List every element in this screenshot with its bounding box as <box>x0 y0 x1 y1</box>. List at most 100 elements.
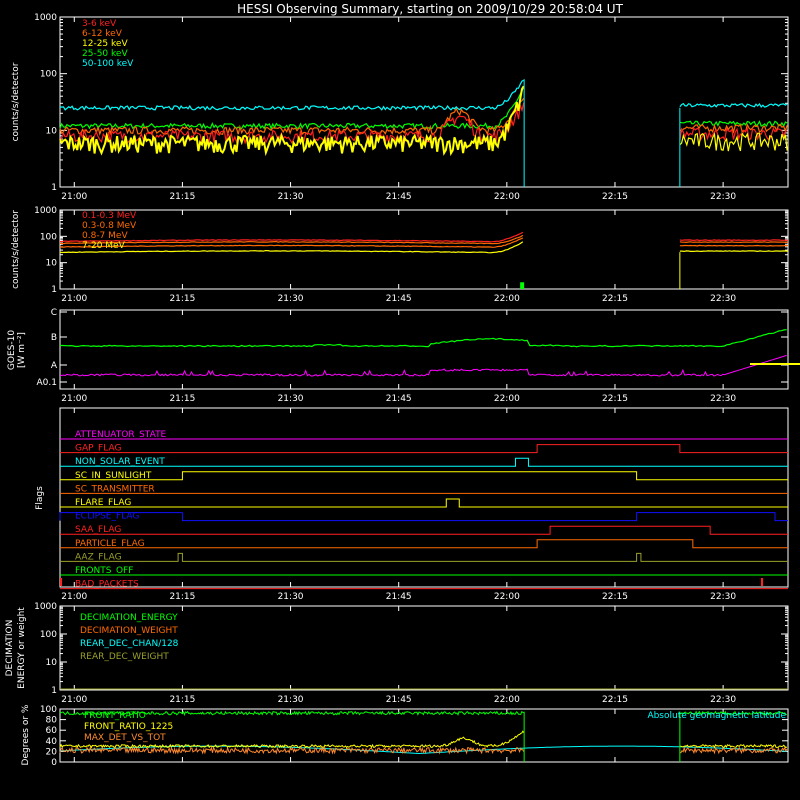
panel-goes: 21:00 21:15 21:30 21:45 22:00 22:15 22:30 A0.1 A… <box>7 308 800 404</box>
series-line-goes-long <box>60 329 787 348</box>
series-line-highe-1 <box>679 241 789 244</box>
x-tick-label-decim: 22:15 <box>602 695 628 705</box>
legend-entry-lowe: 12-25 keV <box>82 39 128 49</box>
x-tick-label-decim: 22:00 <box>494 695 520 705</box>
series-line-lowe-1 <box>679 122 788 135</box>
flag-label-sc-in-sunlight: SC_IN_SUNLIGHT <box>75 471 152 481</box>
x-tick-label-goes: 21:30 <box>278 394 304 404</box>
flag-label-particle-flag: PARTICLE_FLAG <box>75 539 145 549</box>
flag-line-particle-flag <box>60 539 788 549</box>
flag-line-gap-flag <box>60 444 788 454</box>
x-tick-label-goes: 22:15 <box>602 394 628 404</box>
series-line-highe-2 <box>679 244 789 247</box>
legend-entry-ratio: FRONT_RATIO <box>84 711 146 721</box>
flag-label-aaz-flag: AAZ_FLAG <box>75 552 122 562</box>
x-tick-label-highe: 21:00 <box>61 294 87 304</box>
flag-label-non-solar-event: NON_SOLAR_EVENT <box>75 457 165 467</box>
legend-entry-highe: 7-20 MeV <box>82 241 126 251</box>
legend-entry-highe: 0.3-0.8 MeV <box>82 221 137 231</box>
legend-entry-highe: 0.1-0.3 MeV <box>82 211 137 221</box>
flag-label-bad-packets: BAD_PACKETS <box>75 580 139 590</box>
y-axis-label-ratio: Degrees or % <box>21 704 31 765</box>
x-tick-label-highe: 22:30 <box>710 294 736 304</box>
y-tick-label-ratio: 40 <box>46 737 58 747</box>
y-tick-label-decim: 10 <box>46 658 58 668</box>
panel-highe-frame <box>59 209 789 290</box>
y-tick-label-highe: 1 <box>51 285 57 295</box>
x-tick-label-decim: 21:30 <box>278 695 304 705</box>
y-tick-label-decim: 100 <box>40 630 57 640</box>
x-tick-label-goes: 22:30 <box>710 394 736 404</box>
panel-ratio-frame <box>59 708 789 763</box>
x-tick-label-highe: 22:15 <box>602 294 628 304</box>
series-line-lowe-2 <box>679 132 788 152</box>
series-line-highe-0 <box>679 239 789 242</box>
series-line-highe-2 <box>59 237 524 248</box>
y-axis-label-highe: counts/s/detector <box>11 210 21 289</box>
y-axis-label-goes: GOES-10 <box>7 330 17 370</box>
x-tick-label-lowe: 21:30 <box>278 192 304 202</box>
y-tick-label-lowe: 100 <box>40 70 57 80</box>
x-tick-label-flags: 21:30 <box>278 592 304 602</box>
x-tick-label-flags: 22:15 <box>602 592 628 602</box>
x-tick-label-decim: 21:45 <box>386 695 412 705</box>
flag-line-saa-flag <box>60 525 788 535</box>
legend-entry-decim: REAR_DEC_WEIGHT <box>80 652 169 662</box>
panel-flags: 21:00 21:15 21:30 21:45 22:00 22:15 22:30 Flags… <box>35 407 789 602</box>
y-tick-label-highe: 100 <box>40 232 57 242</box>
x-tick-label-lowe: 22:00 <box>494 192 520 202</box>
x-tick-label-highe: 21:15 <box>169 294 195 304</box>
panel-flags-frame <box>59 407 789 588</box>
x-tick-label-lowe: 22:15 <box>602 192 628 202</box>
panel-highe: 21:00 21:15 21:30 21:45 22:00 22:15 22:30 count… <box>11 206 789 304</box>
y-tick-label-highe: 1000 <box>34 206 57 216</box>
y-tick-label-decim: 1000 <box>34 602 57 612</box>
figure-title: HESSI Observing Summary, starting on 200… <box>237 2 623 16</box>
flag-label-saa-flag: SAA_FLAG <box>75 525 121 535</box>
y-axis-label-decim: DECIMATION <box>5 620 15 677</box>
series-line-ratio-0 <box>59 745 525 755</box>
x-tick-label-highe: 22:00 <box>494 294 520 304</box>
flag-line-eclipse-flag <box>59 512 788 522</box>
y-tick-label-decim: 1 <box>51 686 57 696</box>
y-tick-label-ratio: 100 <box>40 705 57 715</box>
y-tick-label-goes: A0.1 <box>37 378 57 388</box>
flag-label-flare-flag: FLARE_FLAG <box>75 498 131 508</box>
y-tick-label-lowe: 1000 <box>34 13 57 23</box>
flag-label-sc-transmitter: SC_TRANSMITTER <box>75 484 155 494</box>
x-tick-label-lowe: 21:15 <box>169 192 195 202</box>
x-tick-label-highe: 21:45 <box>386 294 412 304</box>
legend-entry-ratio: MAX_DET_VS_TOT <box>84 733 166 743</box>
x-tick-label-highe: 21:30 <box>278 294 304 304</box>
y-axis-label-flags: Flags <box>35 486 45 510</box>
flag-line-non-solar-event <box>60 457 788 467</box>
legend-entry-decim: DECIMATION_WEIGHT <box>80 626 178 636</box>
y-tick-label-ratio: 0 <box>51 758 57 768</box>
legend-entry-decim: DECIMATION_ENERGY <box>80 613 178 623</box>
x-tick-label-decim: 22:30 <box>710 695 736 705</box>
y-axis-label-goes-unit: [W m⁻²] <box>17 332 27 368</box>
x-tick-label-decim: 21:15 <box>169 695 195 705</box>
series-line-highe-3 <box>679 250 789 253</box>
legend-entry-lowe: 25-50 keV <box>82 49 128 59</box>
x-tick-label-flags: 22:30 <box>710 592 736 602</box>
y-tick-label-goes: A <box>51 361 58 371</box>
legend-entry-lowe: 50-100 keV <box>82 59 134 69</box>
series-line-ratio-2 <box>679 710 787 716</box>
x-tick-label-lowe: 21:00 <box>61 192 87 202</box>
legend-entry-ratio: Absolute geomagnetic latitude <box>647 711 786 721</box>
series-line-ratio-1 <box>59 730 525 749</box>
green-bar-mark <box>520 282 525 289</box>
x-tick-label-goes: 21:45 <box>386 394 412 404</box>
panel-lowe-frame <box>59 16 789 188</box>
series-line-lowe-2 <box>59 85 525 157</box>
series-line-ratio-2 <box>59 710 525 717</box>
x-tick-label-flags: 21:00 <box>61 592 87 602</box>
x-tick-label-goes: 21:00 <box>61 394 87 404</box>
panel-goes-frame <box>59 309 789 390</box>
series-line-lowe-3 <box>679 120 788 128</box>
legend-entry-decim: REAR_DEC_CHAN/128 <box>80 639 179 649</box>
series-line-highe-0 <box>60 231 524 243</box>
x-tick-label-flags: 21:45 <box>386 592 412 602</box>
